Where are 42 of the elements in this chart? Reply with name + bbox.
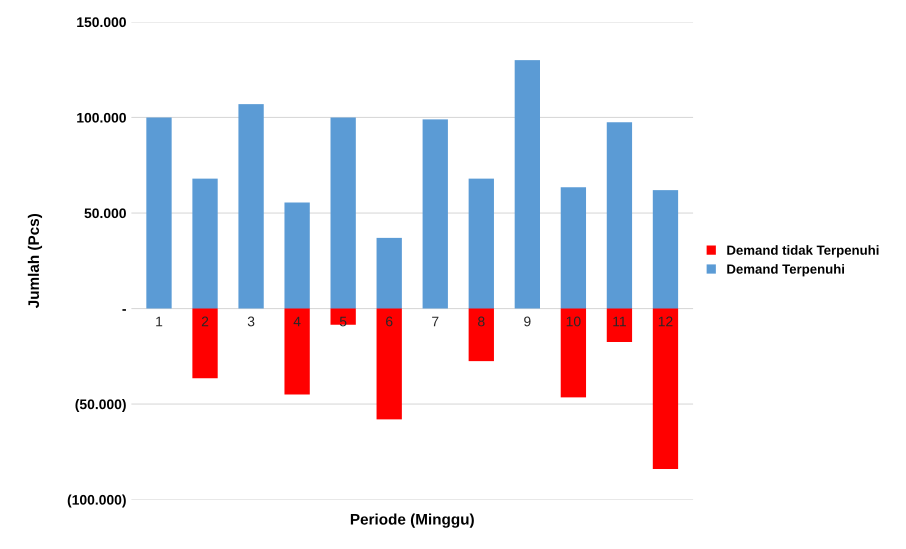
bar <box>376 308 402 420</box>
x-tick-label: 11 <box>613 316 626 326</box>
bar <box>284 308 310 395</box>
bar <box>284 202 310 309</box>
x-tick-label: 3 <box>248 316 254 326</box>
bar <box>330 308 356 325</box>
bar <box>146 117 172 309</box>
x-tick-label: 4 <box>294 316 301 326</box>
x-tick-label: 6 <box>386 316 392 326</box>
bar <box>560 187 586 309</box>
legend-label: Demand tidak Terpenuhi <box>727 245 878 258</box>
x-tick-label: 1 <box>156 316 162 326</box>
x-tick-label: 7 <box>432 316 438 326</box>
x-tick-label: 12 <box>658 316 672 326</box>
bar <box>606 308 632 342</box>
x-tick-label: 8 <box>478 316 485 326</box>
x-tick-label: 10 <box>566 316 581 326</box>
y-tick-label: - <box>122 309 126 311</box>
bar <box>192 308 218 378</box>
y-axis-title: Jumlah (Pcs) <box>28 214 42 308</box>
bar <box>468 178 494 309</box>
y-tick-label: 50.000 <box>84 208 126 218</box>
x-tick-label: 5 <box>340 316 346 326</box>
y-tick-label: (100.000) <box>68 494 126 508</box>
bar <box>560 308 586 398</box>
x-tick-label: 2 <box>202 316 208 326</box>
bar <box>652 308 678 470</box>
y-tick-label: (50.000) <box>75 399 126 412</box>
y-tick-label: 150.000 <box>77 17 126 28</box>
legend-label: Demand Terpenuhi <box>727 264 844 276</box>
y-tick-label: 100.000 <box>77 112 126 123</box>
bar <box>652 190 678 309</box>
bar <box>238 104 264 309</box>
x-tick-label: 9 <box>524 316 531 326</box>
bar <box>514 60 540 309</box>
x-axis-title: Periode (Minggu) <box>350 513 474 528</box>
bar <box>330 117 356 309</box>
bar <box>376 238 402 309</box>
bar <box>192 178 218 309</box>
bar <box>468 308 494 362</box>
bar <box>606 122 632 309</box>
bar <box>422 119 448 309</box>
